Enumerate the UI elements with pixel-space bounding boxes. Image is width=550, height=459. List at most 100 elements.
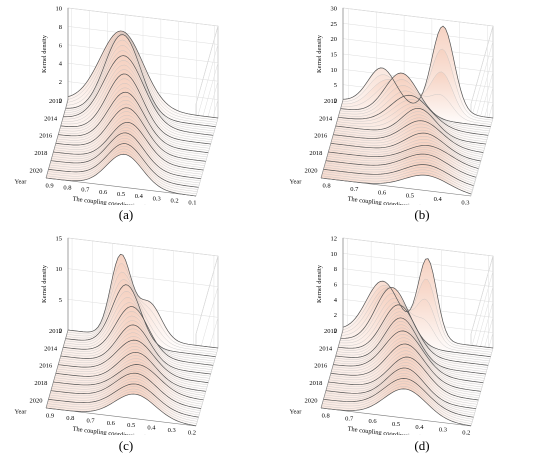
- z-tick-label: 2: [334, 312, 337, 319]
- year-axis-line: [45, 99, 69, 179]
- year-curve: [333, 330, 484, 384]
- year-curve: [65, 284, 216, 358]
- year-curve: [325, 367, 476, 409]
- year-curve: [338, 94, 489, 136]
- x-axis-title: The coupling coordination degree values: [347, 426, 454, 435]
- year-axis-line: [45, 329, 69, 409]
- x-tick-label: 0.2: [171, 197, 179, 204]
- year-tick-label: 2014: [44, 115, 58, 122]
- year-curve: [320, 388, 472, 427]
- year-curve: [58, 339, 209, 384]
- x-tick-label: 0.2: [462, 429, 470, 435]
- year-curve: [55, 351, 206, 392]
- panel-b: 0 5 10 15 20 25 30 0.8 0.7 0.6 0.5 0.4 0.3 2012 2014 20…: [275, 0, 550, 205]
- z-axis-title: Kernel density: [41, 34, 48, 73]
- x-tick-label: 0.4: [434, 196, 443, 203]
- x-axis-line: [45, 177, 197, 197]
- year-curve: [333, 120, 484, 153]
- year-axis-line: [320, 329, 344, 409]
- year-tick-label: 2014: [319, 115, 333, 122]
- x-axis-title: The coupling coordination degree values: [72, 426, 179, 435]
- x-tick-label: 0.9: [46, 182, 54, 189]
- year-tick-label: 2020: [304, 397, 317, 404]
- year-curve: [45, 153, 197, 197]
- z-tick-label: 10: [331, 67, 338, 74]
- z-tick-label: 8: [334, 266, 337, 273]
- x-tick-label: 0.6: [99, 189, 108, 196]
- z-gridline: [342, 7, 494, 105]
- year-axis-title: Year: [14, 178, 27, 185]
- year-curve: [48, 383, 199, 418]
- z-gridline: [342, 268, 494, 365]
- x-tick-label: 0.8: [63, 185, 71, 192]
- z-gridline: [342, 23, 494, 120]
- z-tick-label: 5: [59, 297, 62, 304]
- z-tick-label: 6: [334, 282, 338, 289]
- year-tick-label: 2012: [49, 98, 62, 105]
- z-tick-label: 0: [334, 98, 337, 105]
- z-tick-label: 12: [331, 236, 338, 243]
- year-axis-title: Year: [14, 408, 27, 415]
- z-tick-label: 10: [56, 6, 63, 13]
- year-curve: [53, 122, 204, 171]
- z-tick-label: 4: [334, 297, 338, 304]
- panel-d: 0 2 4 6 8 10 12 0.8 0.7 0.6 0.5 0.4 0.3 0.2 2012 2014 20…: [275, 230, 550, 435]
- z-tick-label: 2: [59, 79, 62, 86]
- year-curve: [58, 91, 209, 154]
- z-gridline: [342, 38, 494, 135]
- x-tick-label: 0.5: [117, 191, 125, 198]
- x-tick-label: 0.2: [188, 430, 196, 435]
- year-axis-title: Year: [289, 178, 302, 185]
- caption-d: (d): [414, 438, 430, 453]
- z-axis-title: Kernel density: [41, 264, 48, 303]
- z-tick-label: 25: [331, 21, 338, 28]
- x-axis-line: [45, 407, 197, 427]
- z-tick-label: 10: [56, 266, 63, 273]
- year-curve: [65, 34, 216, 128]
- year-curve: [330, 132, 481, 162]
- x-tick-label: 0.3: [153, 195, 161, 202]
- x-tick-label: 0.5: [127, 422, 135, 429]
- year-tick-label: 2016: [39, 133, 53, 140]
- year-curve: [60, 73, 211, 145]
- x-axis-line: [320, 177, 472, 197]
- density-surface: [320, 258, 494, 426]
- z-tick-label: 0: [59, 98, 62, 105]
- year-curve: [328, 356, 479, 401]
- x-tick-label: 0.6: [107, 420, 116, 427]
- year-curve: [342, 25, 494, 119]
- z-tick-label: 15: [56, 236, 63, 243]
- z-gridline: [342, 237, 494, 335]
- year-curve: [325, 153, 476, 178]
- year-curve: [50, 132, 201, 180]
- year-curve: [335, 317, 486, 375]
- year-tick-label: 2018: [34, 380, 47, 387]
- year-tick-label: 2018: [309, 380, 322, 387]
- year-curve: [63, 306, 214, 366]
- z-gridline: [342, 253, 494, 350]
- year-tick-label: 2016: [314, 133, 328, 140]
- year-curve: [330, 343, 481, 392]
- year-curve: [48, 143, 199, 188]
- year-tick-label: 2014: [319, 345, 333, 352]
- year-curve: [335, 107, 486, 145]
- chart-c-svg: 0 5 10 15 0.9 0.8 0.7 0.6 0.5 0.4 0.3 0.2 2012 2014 20…: [14, 236, 219, 435]
- chart-a-svg: 0 2 4 6 8 10 0.9 0.8 0.7 0.6 0.5 0.4 0.3 0.2 0.1 2012 20…: [14, 6, 219, 205]
- year-curve: [340, 72, 491, 128]
- z-axis-title: Kernel density: [316, 264, 323, 303]
- year-tick-label: 2012: [324, 328, 337, 335]
- year-tick-label: 2018: [34, 150, 47, 157]
- z-gridline: [67, 7, 219, 105]
- x-axis-line: [320, 407, 472, 427]
- year-curves: [45, 30, 219, 197]
- year-tick-label: 2020: [304, 167, 317, 174]
- x-tick-label: 0.9: [46, 412, 54, 419]
- x-tick-label: 0.8: [322, 183, 330, 190]
- caption-a: (a): [118, 207, 134, 222]
- year-tick-label: 2020: [29, 167, 42, 174]
- year-tick-label: 2018: [309, 150, 322, 157]
- year-curve: [328, 145, 479, 169]
- x-tick-label: 0.4: [135, 193, 144, 200]
- x-tick-label: 0.8: [66, 415, 74, 422]
